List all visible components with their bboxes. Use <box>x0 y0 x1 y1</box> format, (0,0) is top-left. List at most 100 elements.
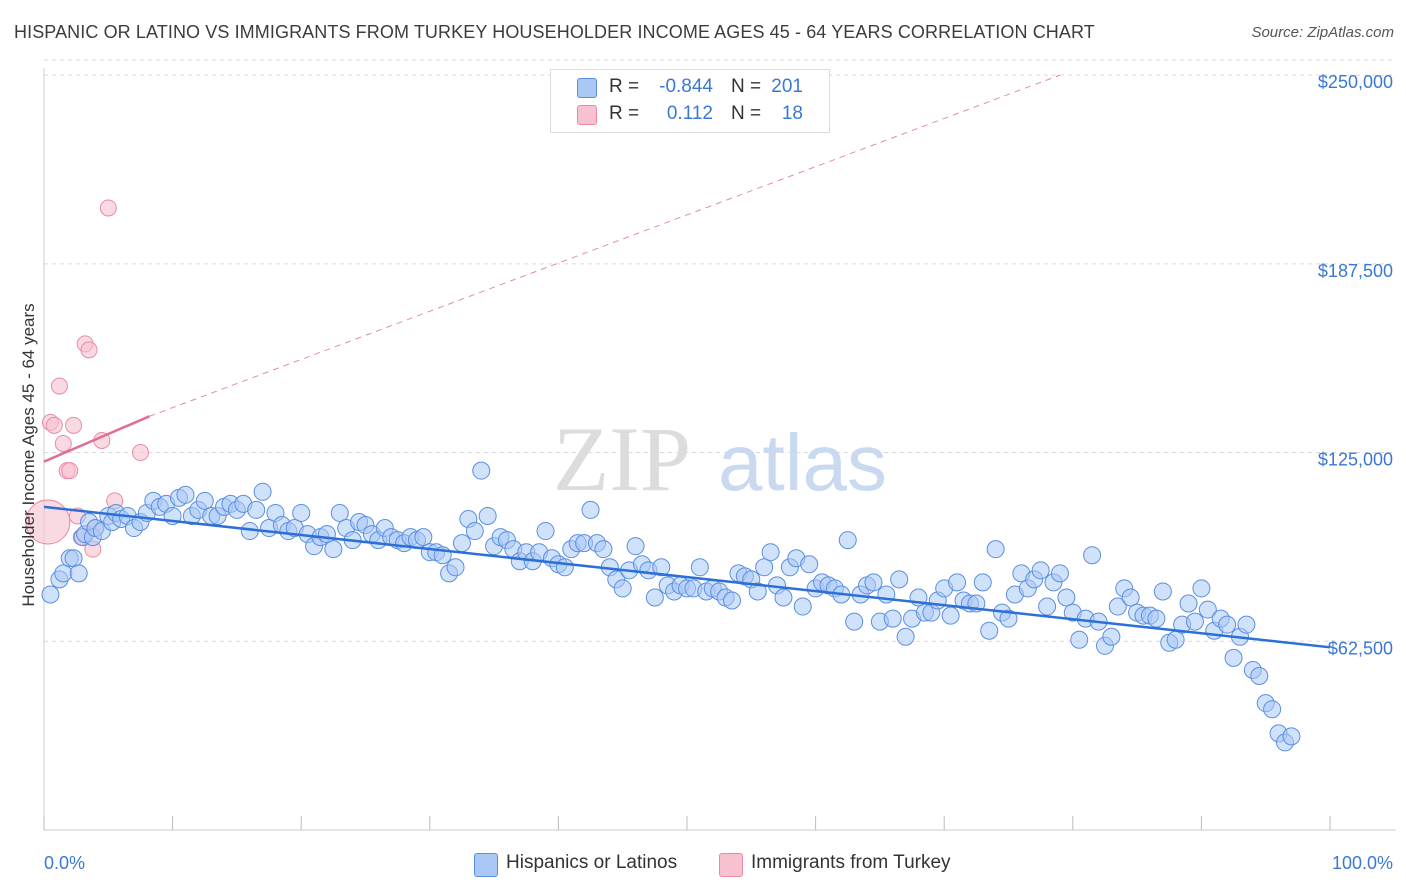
data-point-hispanic <box>247 500 266 519</box>
data-point-turkey <box>54 434 72 452</box>
data-point-hispanic <box>723 591 742 610</box>
data-point-turkey <box>65 416 83 434</box>
x-tick-label-min: 0.0% <box>44 853 85 873</box>
data-point-hispanic <box>1083 546 1102 565</box>
data-point-hispanic <box>941 606 960 625</box>
y-tick-label: $187,500 <box>1318 261 1393 281</box>
data-point-hispanic <box>652 558 671 577</box>
data-point-hispanic <box>536 522 555 541</box>
data-point-hispanic <box>774 588 793 607</box>
n-label: N = <box>731 103 762 124</box>
data-point-hispanic <box>330 503 349 522</box>
data-point-turkey <box>45 416 63 434</box>
n-label: N = <box>731 76 762 97</box>
data-point-hispanic <box>555 558 574 577</box>
data-point-hispanic <box>999 609 1018 628</box>
y-tick-label: $250,000 <box>1318 72 1393 92</box>
data-point-hispanic <box>414 528 433 547</box>
data-point-hispanic <box>1218 615 1237 634</box>
legend-stats-row-blue: R = -0.844 N = 201 <box>551 75 829 101</box>
data-point-hispanic <box>1179 594 1198 613</box>
data-point-turkey <box>99 199 117 217</box>
data-point-hispanic <box>1250 667 1269 685</box>
watermark-atlas: atlas <box>718 418 887 507</box>
watermark-zip: ZIP <box>553 408 691 510</box>
data-point-hispanic <box>980 621 999 640</box>
data-point-turkey <box>25 499 71 545</box>
data-point-hispanic <box>1192 579 1211 598</box>
n-value: 201 <box>771 76 803 97</box>
x-tick-label-max: 100.0% <box>1332 853 1393 873</box>
r-value: 0.112 <box>666 103 713 124</box>
data-point-hispanic <box>1070 630 1089 649</box>
data-point-turkey <box>61 462 79 480</box>
data-point-hispanic <box>626 537 645 556</box>
legend-swatch-pink <box>719 853 743 877</box>
data-point-hispanic <box>446 558 465 577</box>
r-label: R = <box>609 76 640 97</box>
data-point-hispanic <box>195 491 214 510</box>
axes <box>43 68 1396 831</box>
data-point-hispanic <box>1038 597 1057 616</box>
data-point-hispanic <box>1185 612 1204 631</box>
data-point-hispanic <box>317 525 336 544</box>
data-point-hispanic <box>452 534 471 553</box>
r-value: -0.844 <box>659 76 713 97</box>
data-point-turkey <box>131 444 149 462</box>
data-point-hispanic <box>253 482 272 501</box>
legend-swatch-blue <box>577 78 597 98</box>
data-point-hispanic <box>645 588 664 607</box>
data-point-hispanic <box>838 531 857 550</box>
data-point-hispanic <box>1108 597 1127 616</box>
data-point-hispanic <box>465 522 484 541</box>
data-point-hispanic <box>292 503 311 522</box>
legend-series: Hispanics or Latinos Immigrants from Tur… <box>0 851 1406 879</box>
data-point-hispanic <box>581 500 600 519</box>
data-point-hispanic <box>176 485 195 504</box>
data-point-hispanic <box>613 579 632 598</box>
data-point-hispanic <box>845 612 864 631</box>
data-point-hispanic <box>1147 609 1166 628</box>
data-point-hispanic <box>1263 700 1282 719</box>
data-point-hispanic <box>69 564 88 583</box>
data-point-hispanic <box>478 506 497 525</box>
data-point-hispanic <box>1057 588 1076 607</box>
data-point-hispanic <box>54 564 73 583</box>
data-point-hispanic <box>1031 561 1050 580</box>
grid-lines <box>44 59 1396 642</box>
data-point-hispanic <box>1050 564 1069 583</box>
data-point-hispanic <box>64 549 83 568</box>
data-point-hispanic <box>1166 630 1185 649</box>
legend-swatch-blue <box>474 853 498 877</box>
data-point-hispanic <box>890 570 909 589</box>
data-point-hispanic <box>793 597 812 616</box>
legend-swatch-pink <box>577 105 597 125</box>
data-point-hispanic <box>1153 582 1172 601</box>
trend-lines <box>43 74 1331 649</box>
data-point-hispanic <box>948 573 967 592</box>
y-tick-label: $125,000 <box>1318 450 1393 470</box>
legend-stats-row-pink: R = 0.112 N = 18 <box>551 102 829 128</box>
data-point-hispanic <box>41 585 60 604</box>
data-point-hispanic <box>883 609 902 628</box>
data-point-hispanic <box>1224 648 1243 667</box>
data-point-hispanic <box>748 582 767 601</box>
r-label: R = <box>609 103 640 124</box>
data-point-hispanic <box>755 558 774 577</box>
legend-label: Hispanics or Latinos <box>506 852 678 873</box>
data-point-hispanic <box>1198 600 1217 619</box>
data-point-hispanic <box>1237 615 1256 634</box>
data-point-hispanic <box>1102 627 1121 646</box>
axis-labels: $62,500 $125,000 $187,500 $250,000 0.0% 100.0… <box>19 72 1393 873</box>
data-point-hispanic <box>472 461 491 480</box>
trend-line-turkey-extension <box>149 74 1061 417</box>
y-axis-title: Householder Income Ages 45 - 64 years <box>19 303 38 606</box>
data-point-hispanic <box>973 573 992 592</box>
legend-stats: R = -0.844 N = 201 R = 0.112 N = 18 <box>550 69 830 133</box>
n-value: 18 <box>781 103 803 124</box>
data-point-hispanic <box>864 573 883 592</box>
y-tick-label: $62,500 <box>1328 638 1393 658</box>
source-label: Source: ZipAtlas.com <box>1251 24 1394 41</box>
data-point-hispanic <box>761 543 780 562</box>
